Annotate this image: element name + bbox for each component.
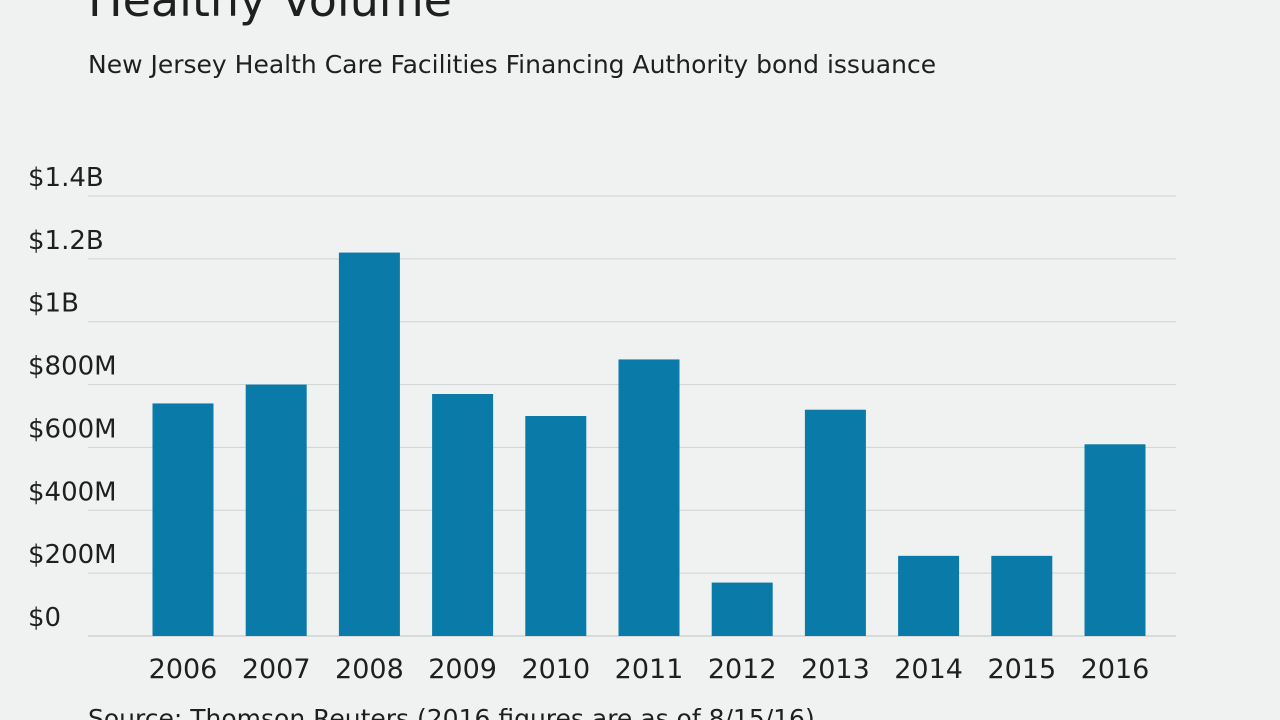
chart-title: Healthy Volume <box>88 0 452 27</box>
bar-2016 <box>1084 444 1146 636</box>
y-tick-label: $200M <box>28 540 117 570</box>
x-tick-label: 2011 <box>615 654 684 685</box>
bar-2014 <box>898 555 960 636</box>
y-tick-label: $1.2B <box>28 226 104 256</box>
bar-2006 <box>152 403 214 636</box>
chart-subtitle: New Jersey Health Care Facilities Financ… <box>88 50 937 79</box>
bar-2013 <box>804 409 866 636</box>
bar-2010 <box>525 416 587 636</box>
x-tick-label: 2007 <box>242 654 311 685</box>
y-tick-label: $600M <box>28 414 117 444</box>
y-axis-tick-labels: $0 $200M $400M $600M $800M $1B $1.2B $1.4B <box>28 163 117 633</box>
x-tick-label: 2008 <box>335 654 404 685</box>
x-tick-label: 2016 <box>1081 654 1150 685</box>
x-tick-label: 2006 <box>149 654 218 685</box>
x-tick-label: 2012 <box>708 654 777 685</box>
y-tick-label: $800M <box>28 352 117 382</box>
bars <box>152 252 1146 637</box>
x-tick-label: 2013 <box>801 654 870 685</box>
bar-2015 <box>991 555 1053 636</box>
x-tick-label: 2010 <box>521 654 590 685</box>
y-tick-label: $1.4B <box>28 163 104 193</box>
bar-2008 <box>338 252 400 637</box>
x-tick-label: 2009 <box>428 654 497 685</box>
bar-2009 <box>432 394 494 636</box>
source-note: Source: Thomson Reuters (2016 figures ar… <box>88 704 815 720</box>
x-tick-label: 2015 <box>987 654 1056 685</box>
bar-2011 <box>618 359 680 636</box>
bar-2012 <box>711 582 773 636</box>
y-tick-label: $0 <box>28 603 61 633</box>
y-tick-label: $1B <box>28 289 79 319</box>
bar-2007 <box>245 384 307 636</box>
y-tick-label: $400M <box>28 477 117 507</box>
x-axis-tick-labels: 2006 2007 2008 2009 2010 2011 2012 2013 2014 2015… <box>149 654 1150 685</box>
x-tick-label: 2014 <box>894 654 963 685</box>
